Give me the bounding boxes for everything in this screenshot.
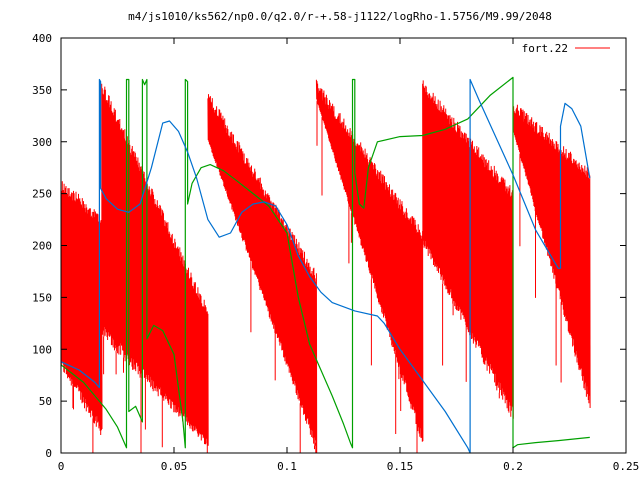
y-axis: 0 50 100 150 200 250 300 350 400 xyxy=(32,32,626,460)
x-tick-label: 0.05 xyxy=(161,460,188,473)
series-blue-line xyxy=(60,78,591,454)
fort22-segment xyxy=(315,79,424,453)
y-tick-label: 150 xyxy=(32,291,52,304)
y-tick-label: 100 xyxy=(32,343,52,356)
fort22-segment xyxy=(422,80,514,419)
legend-label: fort.22 xyxy=(522,42,568,55)
y-tick-label: 200 xyxy=(32,240,52,253)
y-tick-label: 400 xyxy=(32,32,52,45)
green-curve xyxy=(60,76,590,449)
fort22-segment xyxy=(60,181,103,453)
series-green-line xyxy=(60,76,590,449)
y-tick-label: 250 xyxy=(32,188,52,201)
chart-title: m4/js1010/ks562/np0.0/q2.0/r-+.58-j1122/… xyxy=(128,10,552,23)
x-tick-label: 0.25 xyxy=(613,460,640,473)
y-tick-label: 350 xyxy=(32,84,52,97)
y-tick-label: 0 xyxy=(45,447,52,460)
blue-curve xyxy=(60,78,591,454)
x-tick-label: 0.1 xyxy=(277,460,297,473)
fort22-segment xyxy=(207,94,318,453)
x-tick-label: 0.2 xyxy=(503,460,523,473)
fort22-segment xyxy=(512,102,591,409)
legend: fort.22 xyxy=(522,42,610,55)
x-tick-label: 0.15 xyxy=(387,460,414,473)
x-tick-label: 0 xyxy=(58,460,65,473)
y-tick-label: 50 xyxy=(39,395,52,408)
y-tick-label: 300 xyxy=(32,136,52,149)
x-axis: 0 0.05 0.1 0.15 0.2 0.25 xyxy=(58,38,640,473)
fort22-segment xyxy=(101,83,209,453)
series-fort22 xyxy=(60,79,591,453)
